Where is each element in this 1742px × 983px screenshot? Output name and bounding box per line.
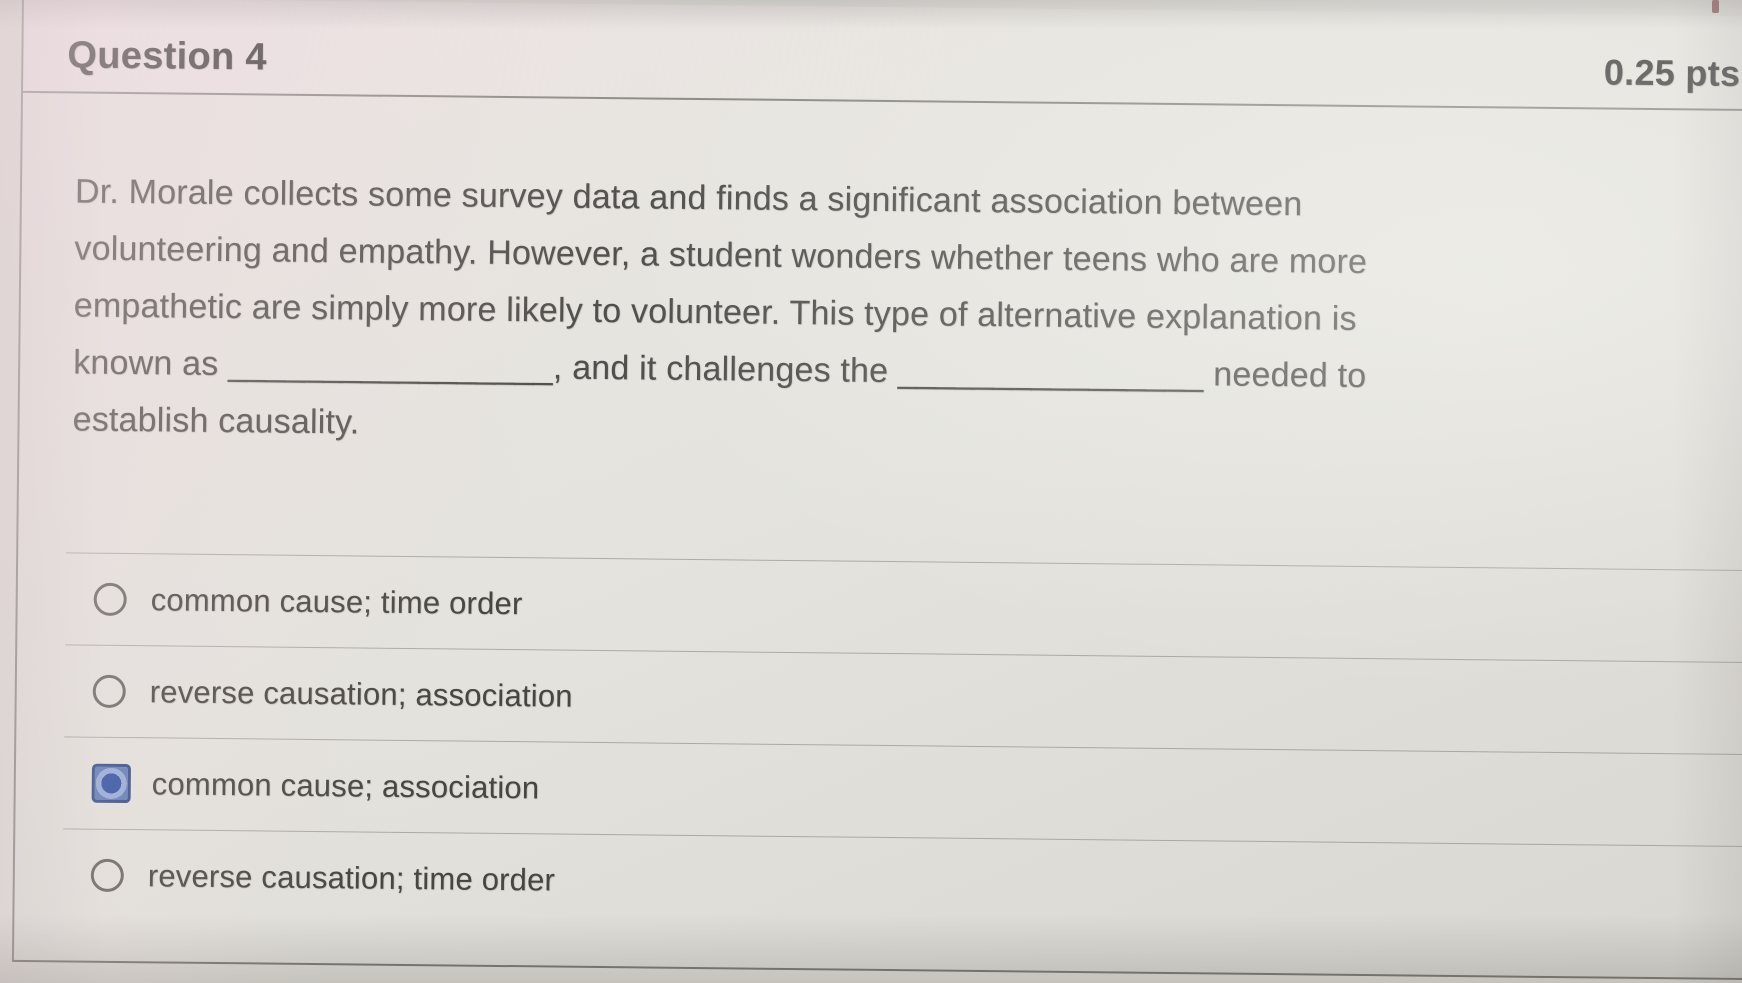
question-text: Dr. Morale collects some survey data and… [19, 93, 1742, 466]
answer-option-reverse-causation-time-order[interactable]: reverse causation; time order [62, 828, 1742, 939]
radio-button-icon[interactable] [92, 674, 126, 709]
question-header: Question 4 0.25 pts [23, 0, 1742, 112]
answer-option-common-cause-association[interactable]: common cause; association [63, 736, 1742, 847]
radio-button-icon[interactable] [93, 582, 127, 617]
question-points: 0.25 pts [1603, 51, 1741, 94]
answers-list: common cause; time order reverse causati… [62, 552, 1742, 939]
answer-option-common-cause-time-order[interactable]: common cause; time order [65, 552, 1742, 663]
radio-button-selected-icon[interactable] [91, 763, 131, 804]
answer-label: common cause; time order [150, 581, 523, 621]
question-title: Question 4 [67, 34, 267, 79]
answer-label: reverse causation; time order [147, 857, 556, 898]
photo-artifact [1712, 0, 1719, 13]
answer-label: common cause; association [151, 765, 540, 805]
answer-label: reverse causation; association [149, 673, 573, 714]
question-card: Question 4 0.25 pts Dr. Morale collects … [11, 0, 1742, 981]
radio-button-icon[interactable] [90, 858, 124, 893]
answer-option-reverse-causation-association[interactable]: reverse causation; association [64, 644, 1742, 755]
